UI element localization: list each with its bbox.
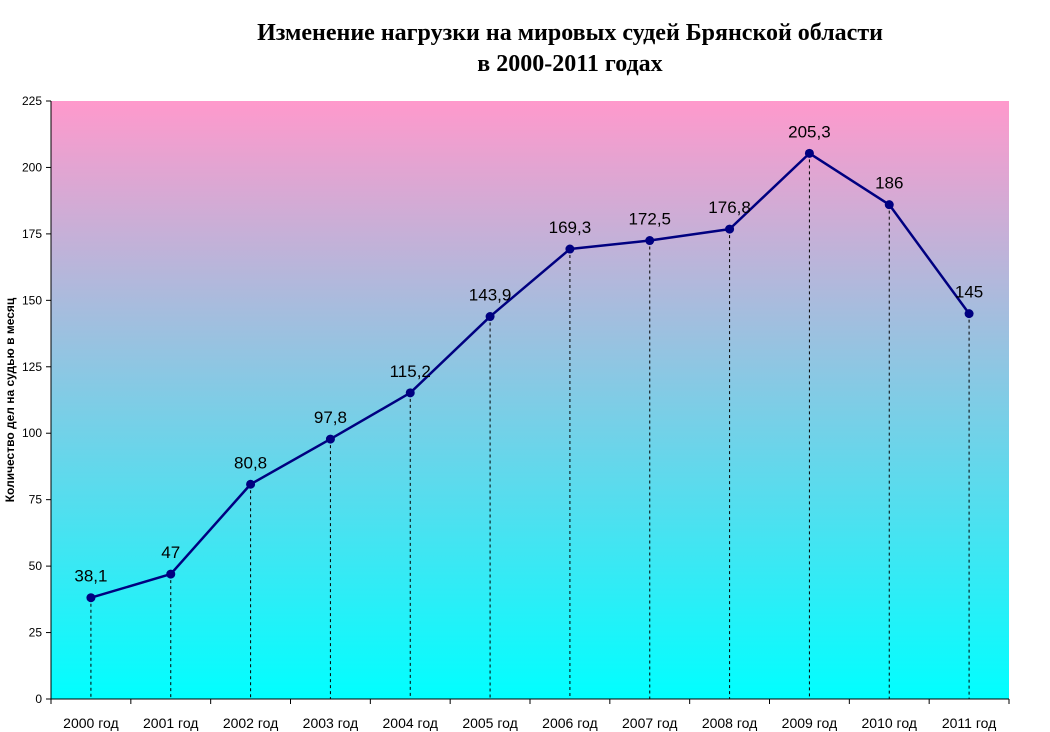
- data-label: 205,3: [788, 122, 831, 141]
- x-tick-label: 2004 год: [383, 715, 438, 731]
- y-tick-label: 25: [29, 626, 43, 640]
- plot-area: [51, 101, 1009, 699]
- x-tick-label: 2005 год: [462, 715, 517, 731]
- data-point: [166, 569, 176, 579]
- data-label: 97,8: [314, 408, 347, 427]
- data-point: [485, 312, 495, 322]
- data-point: [884, 200, 894, 210]
- y-tick-label: 0: [35, 692, 42, 706]
- data-label: 145: [955, 283, 983, 302]
- data-point: [804, 148, 814, 158]
- x-tick-label: 2008 год: [702, 715, 757, 731]
- x-tick-label: 2003 год: [303, 715, 358, 731]
- chart-title-line-2: в 2000-2011 годах: [477, 51, 663, 77]
- x-tick-label: 2010 год: [862, 715, 917, 731]
- y-tick-label: 200: [22, 160, 42, 174]
- x-tick-label: 2009 год: [782, 715, 837, 731]
- data-point: [964, 309, 974, 319]
- data-label: 169,3: [549, 218, 592, 237]
- y-tick-label: 125: [22, 360, 42, 374]
- data-label: 47: [161, 543, 180, 562]
- data-point: [725, 224, 735, 234]
- data-point: [246, 479, 256, 489]
- chart-title-line-1: Изменение нагрузки на мировых судей Брян…: [257, 20, 883, 46]
- data-label: 38,1: [74, 567, 107, 586]
- x-tick-label: 2011 год: [942, 715, 996, 731]
- series-line: [90, 152, 971, 599]
- x-tick-label: 2007 год: [622, 715, 677, 731]
- x-tick-label: 2001 год: [143, 715, 198, 731]
- y-tick-label: 75: [29, 493, 43, 507]
- data-point: [565, 244, 575, 254]
- chart-title: Изменение нагрузки на мировых судей Брян…: [0, 18, 1050, 80]
- data-point: [86, 593, 96, 603]
- y-tick-label: 225: [22, 94, 42, 108]
- x-tick-label: 2002 год: [223, 715, 278, 731]
- data-label: 80,8: [234, 453, 267, 472]
- y-tick-label: 100: [22, 426, 42, 440]
- data-label: 176,8: [708, 198, 751, 217]
- data-label: 186: [875, 174, 903, 193]
- data-point: [325, 434, 335, 444]
- x-tick-label: 2000 год: [63, 715, 118, 731]
- x-tick-label: 2006 год: [542, 715, 597, 731]
- y-tick-label: 175: [22, 227, 42, 241]
- data-label: 143,9: [469, 286, 512, 305]
- y-tick-label: 150: [22, 293, 42, 307]
- data-label: 115,2: [390, 362, 431, 381]
- data-point: [645, 236, 655, 246]
- y-axis-label: Количество дел на судью в месяц: [3, 297, 17, 502]
- y-tick-label: 50: [29, 559, 43, 573]
- data-label: 172,5: [628, 210, 671, 229]
- data-point: [405, 388, 415, 398]
